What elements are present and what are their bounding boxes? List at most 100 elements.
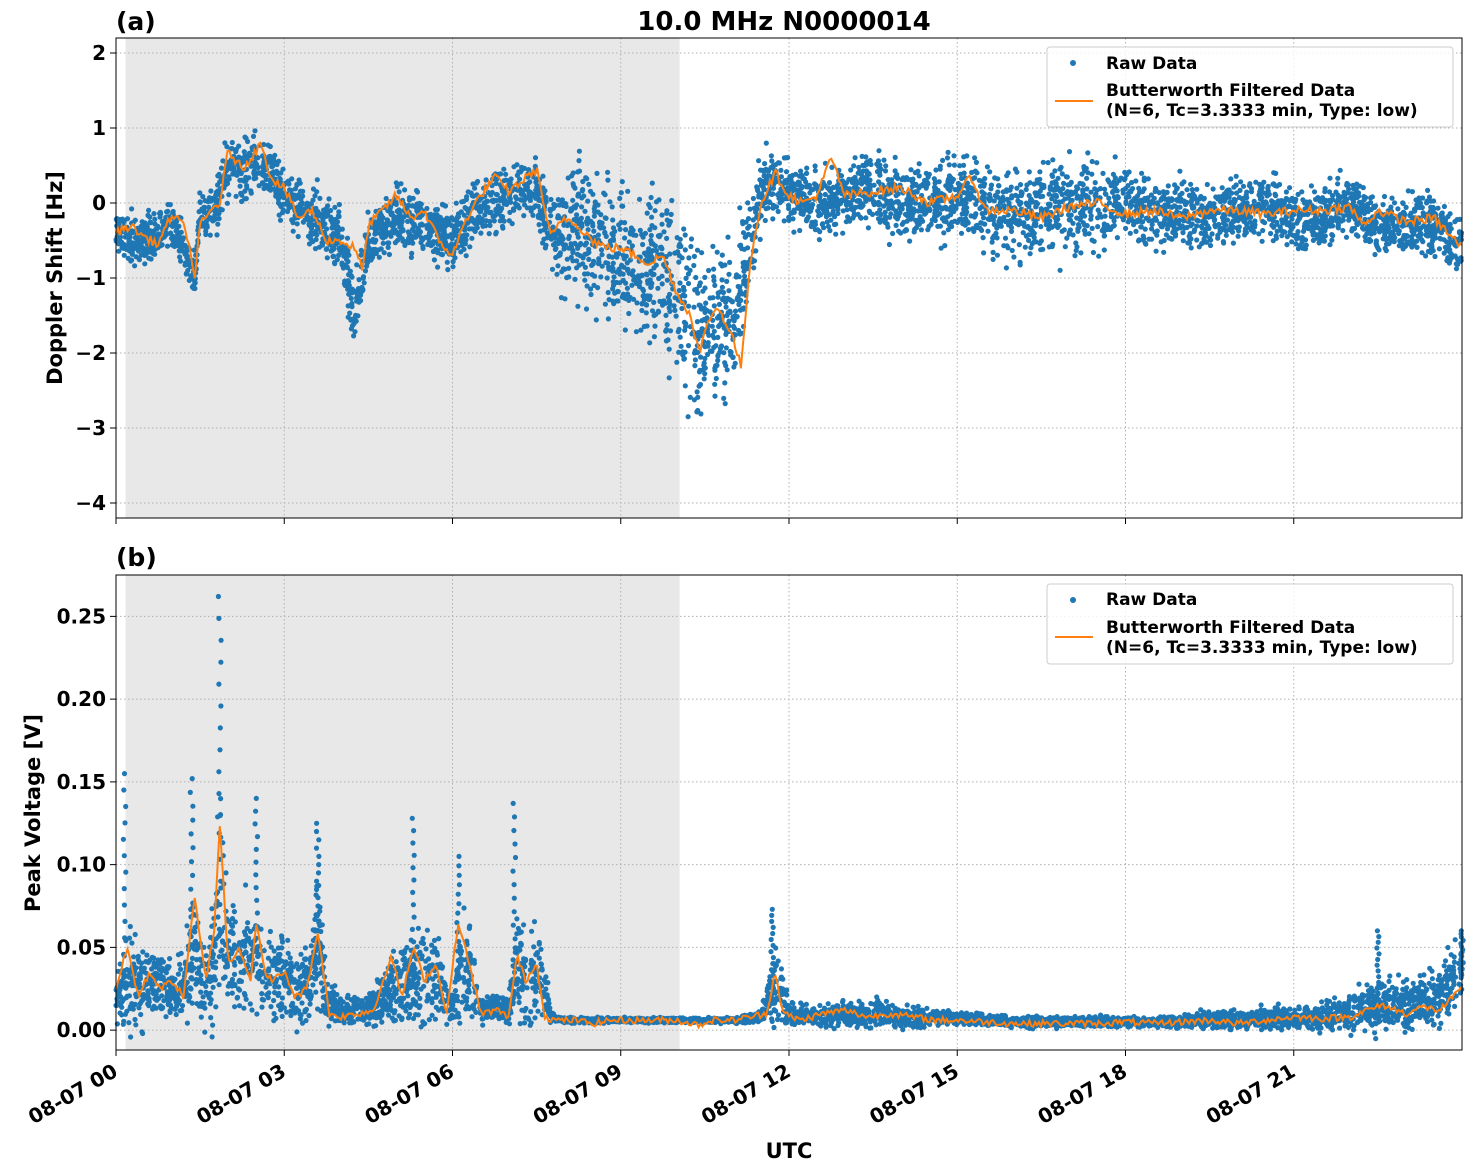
raw-data-point [294, 221, 300, 227]
raw-data-point [726, 271, 732, 277]
raw-data-point [584, 176, 590, 182]
raw-data-point [427, 227, 433, 233]
raw-data-point [587, 188, 594, 194]
raw-data-point [544, 235, 550, 241]
raw-data-point [706, 332, 712, 338]
raw-data-point [1297, 215, 1303, 221]
raw-data-point [1277, 181, 1283, 188]
raw-data-point [434, 206, 440, 213]
raw-data-point [352, 329, 358, 335]
raw-data-point [1089, 237, 1095, 243]
raw-data-point [951, 162, 958, 168]
raw-data-point [845, 199, 851, 205]
raw-data-point [966, 227, 972, 233]
raw-data-point [469, 193, 475, 199]
raw-data-point [381, 250, 387, 256]
raw-data-point [692, 348, 698, 354]
raw-data-point [1070, 220, 1076, 226]
raw-data-point [402, 238, 408, 245]
raw-data-point [451, 226, 457, 232]
raw-data-point [276, 158, 282, 164]
raw-data-point [1259, 238, 1265, 244]
raw-data-point [1230, 218, 1236, 224]
raw-data-point [360, 274, 367, 280]
raw-data-point [945, 149, 951, 155]
raw-data-point [1136, 237, 1142, 243]
raw-data-point [1237, 187, 1243, 193]
raw-data-point [1073, 240, 1079, 246]
raw-data-point [224, 144, 230, 150]
raw-data-point [644, 272, 650, 278]
raw-data-point [709, 348, 715, 354]
raw-data-point [1050, 241, 1056, 247]
raw-data-point [463, 253, 469, 259]
raw-data-point [450, 264, 456, 270]
raw-data-point [1229, 229, 1236, 235]
raw-data-point [1229, 190, 1235, 196]
raw-data-point [640, 241, 646, 248]
raw-data-point [826, 200, 832, 206]
raw-data-point [941, 230, 947, 236]
raw-data-point [1038, 208, 1045, 214]
raw-data-point [595, 202, 601, 208]
raw-data-point [1018, 191, 1025, 198]
raw-data-point [1250, 226, 1256, 232]
raw-data-point [1095, 224, 1101, 230]
raw-data-point [649, 180, 655, 186]
raw-data-point [633, 329, 640, 335]
raw-data-point [336, 213, 342, 220]
raw-data-point [916, 161, 922, 167]
raw-data-point [711, 278, 717, 284]
raw-data-point [674, 359, 680, 365]
raw-data-point [1330, 233, 1336, 239]
raw-data-point [663, 312, 669, 318]
raw-data-point [1250, 220, 1256, 226]
raw-data-point [370, 236, 376, 243]
raw-data-point [591, 258, 597, 264]
raw-data-point [1400, 235, 1407, 241]
raw-data-point [376, 254, 382, 260]
raw-data-point [904, 218, 910, 224]
raw-data-point [1146, 199, 1152, 205]
raw-data-point [1114, 180, 1120, 186]
raw-data-point [927, 206, 933, 212]
raw-data-point [1148, 192, 1154, 198]
raw-data-point [686, 255, 692, 261]
raw-data-point [765, 167, 772, 173]
raw-data-point [342, 282, 348, 288]
raw-data-point [216, 171, 222, 177]
raw-data-point [1420, 195, 1426, 201]
raw-data-point [1066, 229, 1072, 235]
raw-data-point [349, 304, 355, 310]
raw-data-point [721, 395, 727, 401]
raw-data-point [648, 239, 655, 246]
raw-data-point [602, 301, 609, 307]
raw-data-point [1253, 179, 1259, 185]
raw-data-point [1346, 217, 1352, 223]
raw-data-point [859, 204, 865, 210]
raw-data-point [885, 177, 891, 183]
raw-data-point [1009, 193, 1015, 200]
raw-data-point [250, 133, 257, 139]
raw-data-point [152, 216, 158, 222]
raw-data-point [742, 273, 748, 279]
raw-data-point [384, 217, 390, 223]
raw-data-point [824, 212, 830, 218]
raw-data-point [289, 176, 295, 182]
raw-data-point [1354, 181, 1360, 187]
raw-data-point [640, 293, 646, 299]
raw-data-point [918, 216, 925, 222]
raw-data-point [1079, 181, 1086, 187]
raw-data-point [1453, 266, 1460, 272]
raw-data-point [595, 232, 602, 238]
raw-data-point [623, 280, 629, 286]
raw-data-point [1228, 176, 1234, 182]
raw-data-point [1363, 238, 1369, 244]
raw-data-point [933, 167, 939, 173]
raw-data-point [676, 326, 682, 332]
panel-a-label: (a) [116, 7, 156, 36]
raw-data-point [994, 235, 1000, 241]
raw-data-point [875, 202, 882, 208]
raw-data-point [1383, 235, 1389, 241]
raw-data-point [899, 221, 905, 227]
